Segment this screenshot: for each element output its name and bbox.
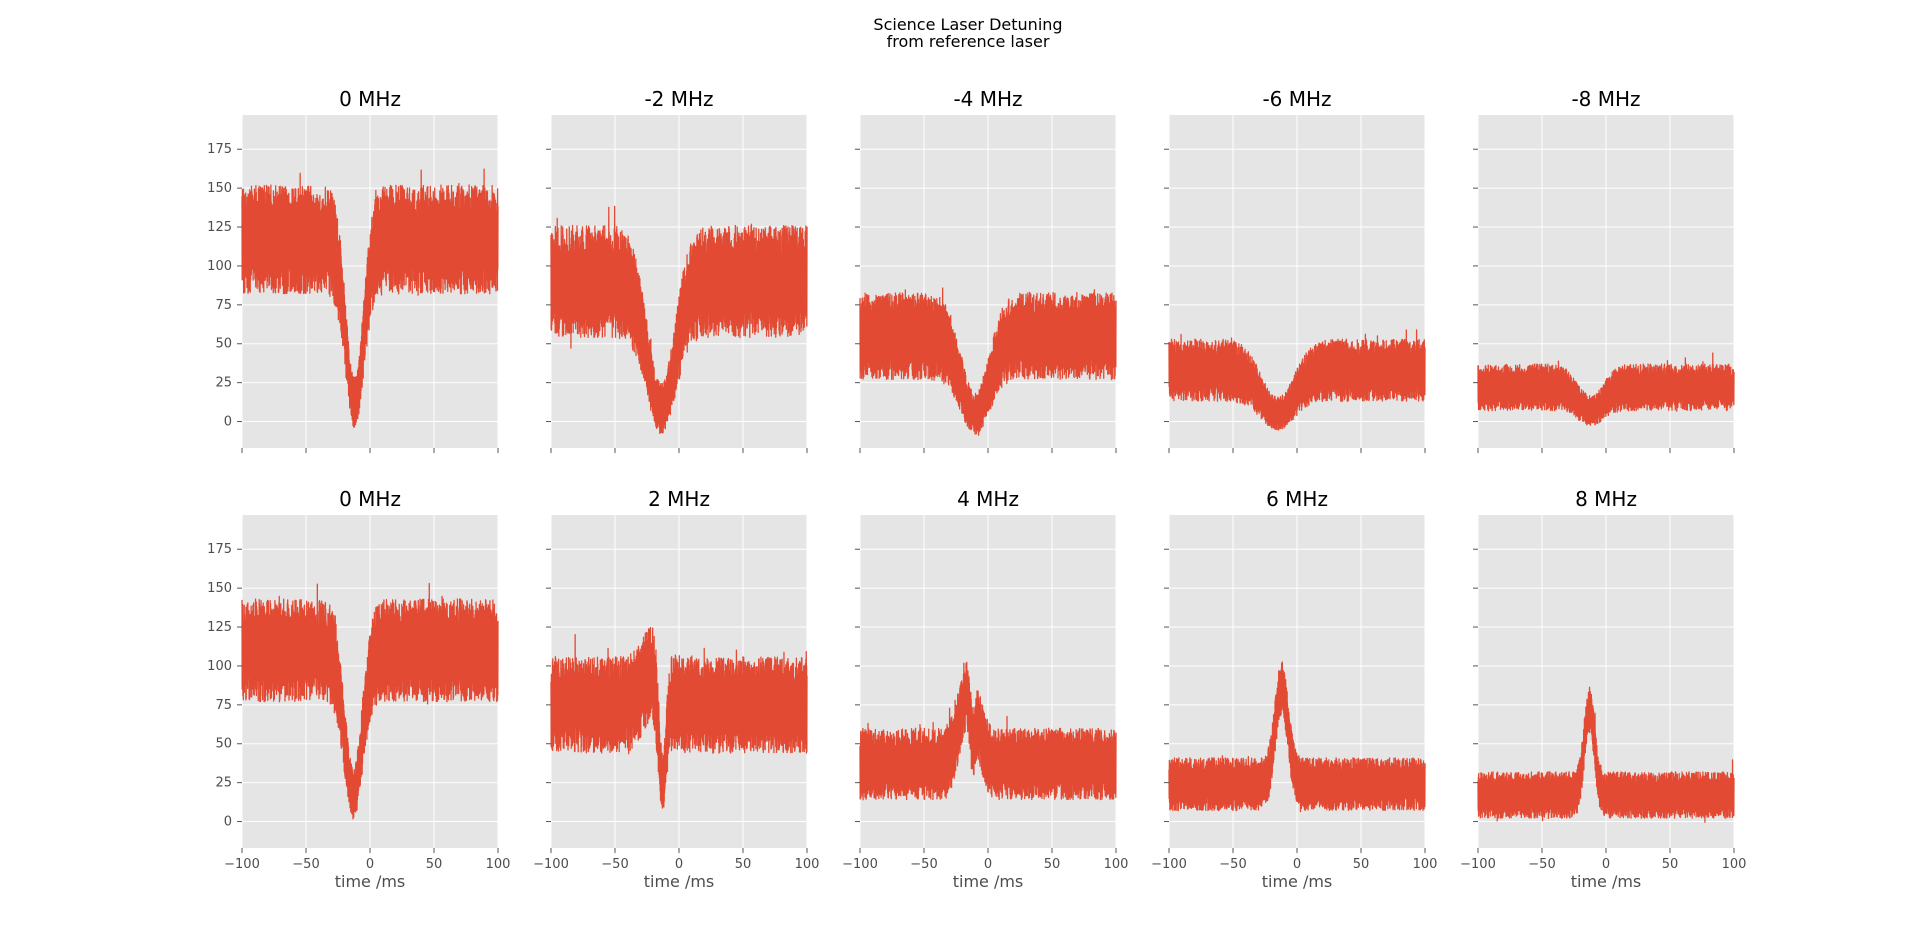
y-tick-label: 25 — [215, 376, 232, 391]
series-line — [241, 582, 499, 820]
x-axis-label: time /ms — [335, 872, 406, 891]
x-axis-label: time /ms — [953, 872, 1024, 891]
subplot-title: -8 MHz — [1571, 87, 1640, 111]
x-tick-label: 0 — [675, 857, 683, 872]
subplot-0: 0 MHz 0 25 50 75 100 125 150 175 — [207, 87, 499, 453]
y-tick-label: 100 — [207, 659, 232, 674]
y-tick-label: 0 — [224, 815, 232, 830]
x-tick-label: 100 — [486, 857, 511, 872]
x-tick-label: 0 — [1602, 857, 1610, 872]
x-tick-label: 50 — [1353, 857, 1370, 872]
y-tick-label: 175 — [207, 142, 232, 157]
x-tick-label: −100 — [1460, 857, 1496, 872]
suptitle-line-1: Science Laser Detuning — [873, 15, 1062, 34]
x-axis-label: time /ms — [644, 872, 715, 891]
series-line — [550, 626, 808, 809]
x-tick-label: −100 — [1151, 857, 1187, 872]
x-tick-label: −50 — [1219, 857, 1246, 872]
y-tick-label: 175 — [207, 542, 232, 557]
series-line — [859, 661, 1117, 801]
y-tick-label: 25 — [215, 776, 232, 791]
series-line — [1168, 661, 1426, 813]
x-tick-label: 100 — [1104, 857, 1129, 872]
series-line — [1477, 686, 1735, 823]
x-tick-label: 50 — [1044, 857, 1061, 872]
x-tick-label: −50 — [910, 857, 937, 872]
subplot-grid: 0 MHz 0 25 50 75 100 125 150 175 -2 MHz -4 MHz -6 M… — [207, 87, 1746, 891]
subplot-title: -2 MHz — [644, 87, 713, 111]
subplot-title: 0 MHz — [339, 487, 401, 511]
x-tick-label: 100 — [1413, 857, 1438, 872]
subplot-6: 2 MHz −100 −50 0 50 100 time /ms — [533, 487, 819, 891]
subplot-2: -4 MHz — [855, 87, 1117, 453]
x-tick-label: 0 — [1293, 857, 1301, 872]
subplot-3: -6 MHz — [1164, 87, 1426, 453]
series-line — [859, 287, 1117, 436]
x-tick-label: 100 — [795, 857, 820, 872]
x-tick-label: 0 — [984, 857, 992, 872]
x-tick-label: −100 — [842, 857, 878, 872]
series-line — [1168, 329, 1426, 431]
subplot-4: -8 MHz — [1473, 87, 1735, 453]
subplot-1: -2 MHz — [546, 87, 808, 453]
x-tick-label: 50 — [735, 857, 752, 872]
x-axis-label: time /ms — [1571, 872, 1642, 891]
series-line — [1477, 352, 1735, 426]
x-axis-label: time /ms — [1262, 872, 1333, 891]
subplot-9: 8 MHz −100 −50 0 50 100 time /ms — [1460, 487, 1746, 891]
x-tick-label: −100 — [533, 857, 569, 872]
x-tick-label: 100 — [1722, 857, 1747, 872]
subplot-title: 0 MHz — [339, 87, 401, 111]
x-tick-label: −50 — [292, 857, 319, 872]
series-line — [241, 168, 499, 428]
subplot-8: 6 MHz −100 −50 0 50 100 time /ms — [1151, 487, 1437, 891]
subplot-5: 0 MHz 0 25 50 75 100 125 150 175 −100 −50 0 50 100 tim… — [207, 487, 510, 891]
subplot-title: 2 MHz — [648, 487, 710, 511]
subplot-7: 4 MHz −100 −50 0 50 100 time /ms — [842, 487, 1128, 891]
x-tick-label: −50 — [601, 857, 628, 872]
x-tick-label: 50 — [1662, 857, 1679, 872]
y-tick-label: 50 — [215, 337, 232, 352]
x-tick-label: −50 — [1528, 857, 1555, 872]
subplot-title: -4 MHz — [953, 87, 1022, 111]
series-line — [550, 205, 808, 435]
subplot-title: 8 MHz — [1575, 487, 1637, 511]
x-tick-label: 0 — [366, 857, 374, 872]
y-tick-label: 125 — [207, 620, 232, 635]
subplot-title: 4 MHz — [957, 487, 1019, 511]
x-tick-label: −100 — [224, 857, 260, 872]
y-tick-label: 125 — [207, 220, 232, 235]
y-tick-label: 50 — [215, 737, 232, 752]
y-tick-label: 150 — [207, 181, 232, 196]
y-tick-label: 100 — [207, 259, 232, 274]
subplot-title: 6 MHz — [1266, 487, 1328, 511]
x-tick-label: 50 — [426, 857, 443, 872]
y-tick-label: 150 — [207, 581, 232, 596]
y-tick-label: 75 — [215, 298, 232, 313]
subplot-title: -6 MHz — [1262, 87, 1331, 111]
y-tick-label: 0 — [224, 415, 232, 430]
y-tick-label: 75 — [215, 698, 232, 713]
suptitle-line-2: from reference laser — [887, 32, 1050, 51]
